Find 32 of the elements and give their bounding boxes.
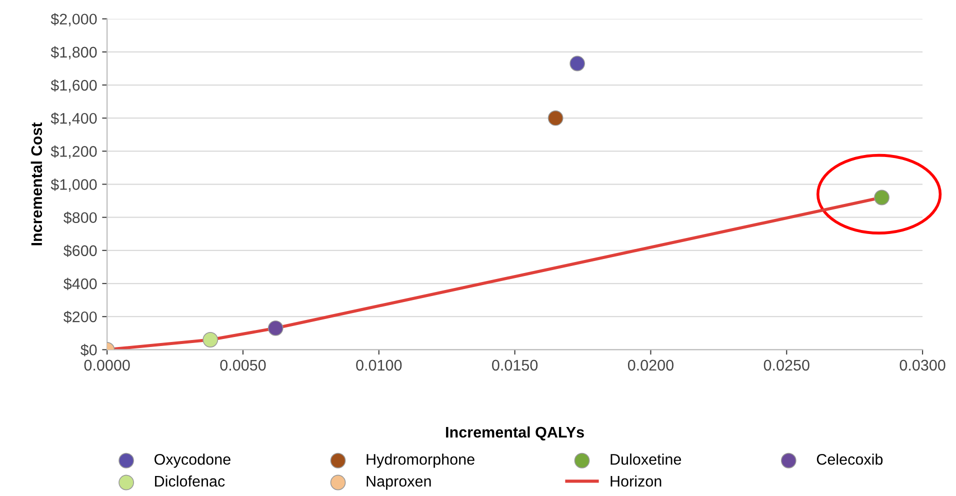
- x-tick-label: 0.0200: [628, 360, 674, 371]
- legend-label: Celecoxib: [816, 454, 883, 465]
- x-tick-label: 0.0250: [764, 360, 810, 371]
- x-tick-label: 0.0150: [492, 360, 538, 371]
- y-tick-label: $1,400: [50, 112, 97, 126]
- x-tick-label: 0.0100: [356, 360, 402, 371]
- legend-label: Hydromorphone: [366, 454, 474, 468]
- legend-label: Naproxen: [366, 476, 431, 490]
- x-tick-label: 0.0300: [900, 360, 946, 371]
- y-tick-label: $0: [80, 344, 97, 356]
- legend-label: Oxycodone: [154, 454, 230, 468]
- y-tick-label: $1,800: [50, 46, 97, 60]
- legend-label: Duloxetine: [610, 454, 682, 465]
- point: [874, 190, 890, 206]
- point: [570, 56, 586, 72]
- y-tick-label: $200: [64, 310, 97, 324]
- legend-label: Diclofenac: [155, 475, 225, 487]
- y-axis-title: Incremental Cost: [30, 122, 42, 246]
- y-tick-label: $400: [64, 278, 97, 290]
- x-tick-label: 0.0000: [84, 360, 130, 371]
- y-tick-label: $1,000: [50, 178, 97, 192]
- y-tick-label: $1,200: [50, 145, 97, 159]
- y-tick-label: $1,600: [50, 79, 97, 93]
- legend-label: Horizon: [610, 475, 662, 487]
- y-tick-label: $800: [64, 212, 97, 224]
- y-tick-label: $600: [64, 244, 97, 258]
- x-tick-label: 0.0050: [220, 360, 266, 371]
- point: [548, 110, 564, 126]
- y-tick-label: $2,000: [50, 13, 97, 26]
- point: [202, 332, 218, 348]
- x-axis-title: Incremental QALYs: [446, 426, 584, 440]
- point: [268, 320, 284, 336]
